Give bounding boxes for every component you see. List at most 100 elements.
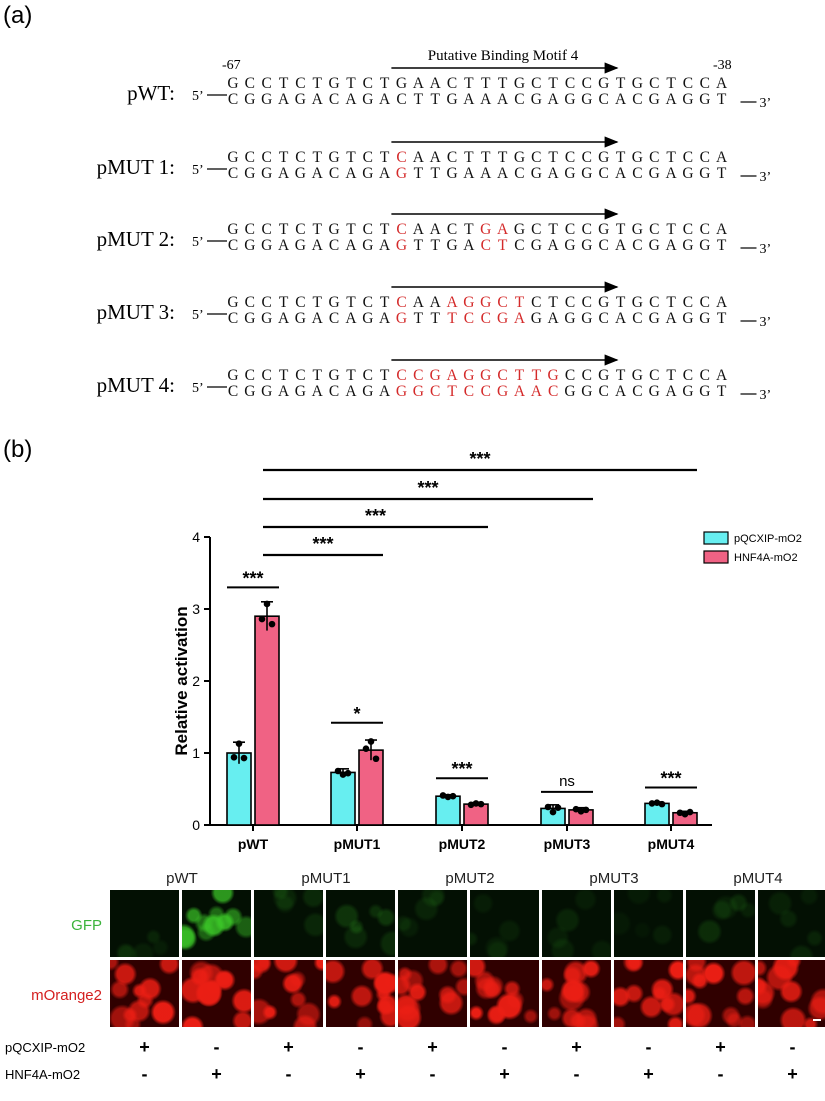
bottom-strand-base: C bbox=[632, 165, 642, 182]
data-point bbox=[339, 771, 347, 778]
data-point bbox=[467, 801, 475, 809]
top-strand-base: C bbox=[245, 221, 255, 238]
bottom-strand-base: A bbox=[345, 91, 357, 108]
panel-a-label: (a) bbox=[3, 2, 33, 29]
bottom-strand-base: G bbox=[564, 165, 575, 182]
column-header: pMUT1 bbox=[301, 870, 351, 887]
top-strand-base: C bbox=[649, 75, 659, 92]
top-strand-base: C bbox=[700, 367, 710, 384]
top-strand-base: T bbox=[279, 294, 289, 311]
data-point bbox=[240, 754, 248, 762]
bottom-strand-base: G bbox=[295, 165, 306, 182]
bottom-strand-base: T bbox=[430, 91, 440, 108]
bottom-strand-base: T bbox=[717, 165, 727, 182]
bottom-strand-base: G bbox=[261, 310, 272, 327]
top-strand-base: C bbox=[245, 367, 255, 384]
data-point bbox=[268, 620, 276, 628]
gfp-image bbox=[542, 890, 611, 957]
sig-label: *** bbox=[242, 568, 263, 588]
top-strand-base: T bbox=[279, 149, 289, 166]
plus-sign: + bbox=[571, 1037, 582, 1057]
top-strand-base: T bbox=[666, 294, 676, 311]
bottom-strand-base: G bbox=[244, 237, 255, 254]
top-strand-base: T bbox=[666, 367, 676, 384]
bottom-strand-base: G bbox=[362, 91, 373, 108]
top-strand-base: T bbox=[616, 75, 626, 92]
bottom-strand-base: C bbox=[514, 91, 524, 108]
top-strand-base: C bbox=[649, 221, 659, 238]
top-strand-base: C bbox=[363, 75, 373, 92]
data-point bbox=[658, 800, 666, 808]
bottom-strand-base: C bbox=[228, 237, 238, 254]
bottom-strand-base: T bbox=[447, 383, 457, 400]
y-axis-label: Relative activation bbox=[172, 606, 191, 755]
top-strand-base: C bbox=[262, 221, 272, 238]
bottom-strand-base: G bbox=[581, 91, 592, 108]
top-strand-base: C bbox=[531, 221, 541, 238]
morange2-image bbox=[470, 960, 539, 1027]
bottom-strand-base: G bbox=[295, 383, 306, 400]
top-strand-base: A bbox=[413, 75, 425, 92]
top-strand-base: T bbox=[498, 75, 508, 92]
plasmid-label: HNF4A-mO2 bbox=[5, 1067, 81, 1082]
top-strand-base: G bbox=[328, 221, 339, 238]
top-strand-base: T bbox=[346, 75, 356, 92]
bottom-strand-base: A bbox=[548, 91, 560, 108]
bottom-strand-base: G bbox=[446, 237, 457, 254]
top-strand-base: C bbox=[396, 221, 406, 238]
data-point bbox=[549, 808, 557, 816]
category-label: pMUT3 bbox=[544, 836, 591, 852]
top-strand-base: T bbox=[380, 367, 390, 384]
bottom-strand-base: C bbox=[464, 310, 474, 327]
bottom-strand-base: C bbox=[228, 383, 238, 400]
top-strand-base: C bbox=[531, 149, 541, 166]
y-tick-label: 3 bbox=[192, 601, 200, 617]
sig-label: *** bbox=[660, 769, 681, 789]
legend-swatch bbox=[703, 550, 729, 564]
top-strand-base: C bbox=[262, 75, 272, 92]
bottom-strand-base: G bbox=[649, 91, 660, 108]
bottom-strand-base: G bbox=[682, 310, 693, 327]
plus-sign: + bbox=[715, 1037, 726, 1057]
data-point bbox=[235, 740, 243, 747]
gfp-image bbox=[398, 890, 467, 957]
morange2-image bbox=[326, 960, 395, 1027]
top-strand-base: C bbox=[649, 149, 659, 166]
bottom-strand-base: G bbox=[649, 383, 660, 400]
top-strand-base: T bbox=[313, 75, 323, 92]
bottom-strand-base: G bbox=[261, 383, 272, 400]
top-strand-base: C bbox=[295, 221, 305, 238]
data-point bbox=[648, 800, 656, 807]
bottom-strand-base: G bbox=[531, 310, 542, 327]
gfp-image bbox=[614, 890, 683, 957]
morange2-image bbox=[758, 960, 825, 1027]
panel-b-label: (b) bbox=[3, 436, 33, 463]
legend-label: HNF4A-mO2 bbox=[734, 552, 798, 564]
top-strand-base: A bbox=[716, 367, 728, 384]
y-tick-label: 1 bbox=[192, 745, 200, 761]
panel-a: (a) Putative Binding Motif 4 -67 -38 pWT: 5’… bbox=[0, 0, 825, 430]
three-prime-label: 3’ bbox=[760, 315, 772, 330]
top-strand-base: C bbox=[363, 149, 373, 166]
bottom-strand-base: T bbox=[430, 237, 440, 254]
gfp-image bbox=[470, 890, 539, 957]
bottom-strand-base: A bbox=[548, 165, 560, 182]
top-strand-base: G bbox=[227, 149, 238, 166]
comparison-label: *** bbox=[312, 534, 333, 554]
top-strand-base: T bbox=[279, 75, 289, 92]
top-strand-base: G bbox=[598, 294, 609, 311]
microscopy-panel: pWT pMUT1 pMUT2 pMUT3 pMUT4 GFP mOrange2 pQCXIP… bbox=[0, 860, 825, 1101]
top-strand-base: C bbox=[565, 149, 575, 166]
top-strand-base: T bbox=[616, 221, 626, 238]
top-strand-base: C bbox=[565, 75, 575, 92]
minus-sign: - bbox=[213, 1037, 220, 1057]
top-strand-base: T bbox=[464, 149, 474, 166]
bottom-strand-base: T bbox=[414, 310, 424, 327]
five-prime-label: 5’ bbox=[192, 308, 204, 323]
data-point bbox=[676, 809, 684, 817]
data-point bbox=[449, 792, 457, 800]
top-strand-base: T bbox=[313, 149, 323, 166]
data-point bbox=[582, 806, 590, 814]
top-strand-base: T bbox=[616, 294, 626, 311]
morange2-image bbox=[398, 960, 467, 1027]
